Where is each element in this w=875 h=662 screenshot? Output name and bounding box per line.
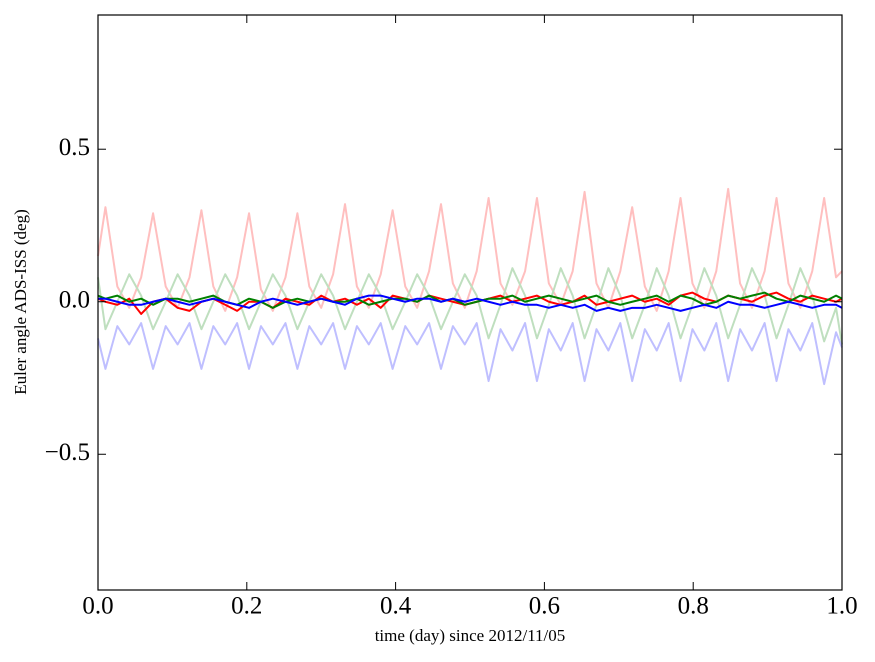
series-line	[97, 267, 843, 345]
x-tick-label: 1.0	[826, 593, 857, 620]
x-axis-label: time (day) since 2012/11/05	[375, 626, 566, 645]
series-line	[97, 322, 843, 386]
x-tick-label: 0.4	[380, 593, 412, 620]
x-tick-label: 0.6	[529, 593, 560, 620]
y-tick-label: −0.5	[45, 439, 90, 466]
x-tick-label: 0.0	[82, 593, 113, 620]
y-tick-label: 0.0	[59, 286, 90, 313]
series-line	[97, 187, 843, 312]
x-tick-label: 0.8	[678, 593, 709, 620]
x-tick-label: 0.2	[231, 593, 262, 620]
series-line	[98, 294, 843, 312]
plot-frame	[97, 14, 843, 591]
series-line	[97, 291, 843, 309]
y-axis-label: Euler angle ADS-ISS (deg)	[11, 209, 30, 395]
y-tick-label: 0.5	[59, 134, 90, 161]
